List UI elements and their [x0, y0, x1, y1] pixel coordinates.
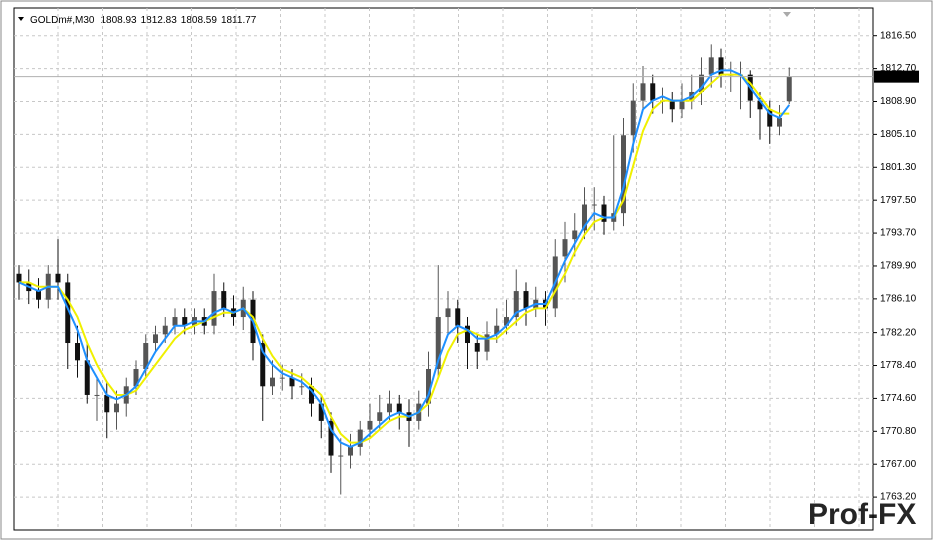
shift-marker	[783, 12, 791, 17]
candle-body	[36, 291, 41, 300]
y-tick-label: 1797.50	[880, 195, 917, 206]
candle-body	[465, 325, 470, 344]
candle-body	[650, 83, 656, 101]
candle-body	[767, 109, 773, 127]
candle-body	[84, 360, 90, 395]
candle-body	[396, 403, 402, 413]
candle-body	[708, 57, 714, 75]
candle-body	[377, 412, 383, 421]
header: GOLDm#,M30 1808.93 1812.83 1808.59 1811.77	[30, 15, 257, 26]
y-tick-label: 1778.40	[880, 360, 917, 371]
symbol: GOLDm#,M30	[30, 15, 95, 26]
candle-body	[367, 420, 373, 430]
high-value: 1812.83	[141, 15, 178, 26]
candle-body	[328, 420, 334, 456]
candle-body	[494, 325, 500, 335]
candle-body	[357, 429, 363, 447]
candle-body	[621, 135, 626, 214]
candle-body	[387, 403, 392, 413]
candle-body	[474, 343, 480, 352]
candle-body	[299, 386, 305, 388]
candle-body	[582, 204, 587, 231]
open-value: 1808.93	[100, 15, 137, 26]
candle-body	[669, 100, 675, 110]
candle-body	[679, 100, 685, 110]
candle-body	[260, 343, 266, 387]
candle-body	[718, 57, 724, 75]
candle-body	[172, 317, 178, 326]
candle-body	[133, 368, 139, 387]
candle-body	[162, 325, 168, 335]
candle-body	[221, 291, 227, 309]
candle-body	[455, 308, 461, 326]
low-value: 1808.59	[181, 15, 218, 26]
moving-average	[18, 69, 791, 448]
y-tick-label: 1805.10	[880, 129, 917, 140]
axis: 1763.20 1767.00 1770.80 1774.60 1778.40 1782.…	[14, 30, 919, 503]
y-tick-label: 1774.60	[880, 393, 917, 404]
candle-body	[114, 403, 119, 413]
y-tick-label: 1789.90	[880, 261, 917, 272]
y-tick-label: 1767.00	[880, 459, 917, 470]
candle-body	[640, 83, 646, 101]
candle-body	[757, 100, 763, 110]
candle-body	[601, 204, 607, 222]
candle-body	[786, 76, 792, 102]
candle-body	[523, 291, 529, 309]
candle-body	[279, 377, 285, 379]
menu-arrow	[18, 17, 24, 21]
candle-body	[75, 343, 80, 361]
current-price-box	[874, 70, 919, 83]
watermark: Prof-FX	[808, 498, 916, 531]
candle-body	[504, 317, 509, 326]
candle-body	[513, 291, 519, 318]
marks	[16, 44, 792, 495]
candle-body	[591, 204, 597, 206]
candle-body	[289, 377, 295, 387]
candle-body	[182, 317, 188, 326]
y-tick-label: 1812.70	[880, 63, 917, 74]
candle-body	[104, 394, 110, 413]
candle-body	[630, 100, 636, 136]
y-tick-label: 1808.90	[880, 96, 917, 107]
candle-body	[211, 291, 217, 326]
y-tick-label: 1782.20	[880, 327, 917, 338]
candle-body	[143, 343, 149, 369]
candle-body	[318, 403, 324, 421]
candle-body	[699, 74, 704, 92]
candle-body	[309, 386, 314, 404]
candle-body	[435, 317, 441, 369]
candle-body	[484, 334, 490, 352]
candle-body	[153, 334, 158, 344]
grid	[14, 8, 873, 530]
y-tick-label: 1786.10	[880, 294, 917, 305]
candle-body	[777, 117, 782, 127]
candle-body	[94, 394, 100, 396]
candle-body	[445, 308, 451, 318]
candle-body	[562, 239, 568, 257]
candle-body	[55, 273, 61, 283]
candle-body	[338, 455, 344, 457]
current-price-label: 1811.77	[877, 71, 913, 82]
y-tick-label: 1801.30	[880, 162, 917, 173]
y-tick-label: 1793.70	[880, 228, 917, 239]
candle-body	[270, 377, 275, 387]
candle-body	[65, 282, 71, 344]
candle-body	[16, 273, 22, 283]
candle-body	[348, 446, 353, 456]
candle-body	[572, 230, 578, 240]
moving-average	[19, 73, 790, 444]
candle-body	[426, 368, 431, 404]
y-tick-label: 1770.80	[880, 426, 917, 437]
plot-area	[13, 7, 874, 531]
y-tick-label: 1816.50	[880, 30, 917, 41]
y-tick-label: 1763.20	[880, 492, 917, 503]
close-value: 1811.77	[221, 15, 257, 26]
